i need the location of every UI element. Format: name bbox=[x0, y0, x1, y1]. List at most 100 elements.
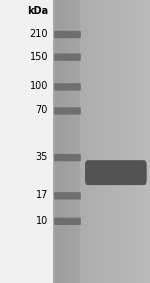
FancyBboxPatch shape bbox=[54, 83, 81, 91]
Bar bbox=[75, 0, 76, 283]
Bar bbox=[130, 0, 131, 283]
Bar bbox=[75, 0, 76, 283]
Bar bbox=[138, 0, 139, 283]
Bar bbox=[142, 0, 143, 283]
Text: 35: 35 bbox=[36, 152, 48, 162]
Bar bbox=[87, 0, 88, 283]
Bar bbox=[72, 0, 73, 283]
Text: 17: 17 bbox=[36, 190, 48, 200]
Bar bbox=[102, 0, 103, 283]
Bar bbox=[61, 0, 62, 283]
Bar bbox=[137, 0, 138, 283]
Bar bbox=[55, 0, 56, 283]
Bar bbox=[123, 0, 124, 283]
Bar bbox=[104, 0, 105, 283]
Bar bbox=[65, 0, 66, 283]
Bar bbox=[68, 0, 69, 283]
Bar bbox=[143, 0, 144, 283]
Text: kDa: kDa bbox=[27, 6, 48, 16]
Bar bbox=[79, 0, 80, 283]
Bar bbox=[88, 0, 89, 283]
Bar bbox=[148, 0, 149, 283]
Bar bbox=[74, 0, 75, 283]
Bar bbox=[61, 0, 62, 283]
Bar bbox=[98, 0, 99, 283]
Bar bbox=[128, 0, 129, 283]
Bar bbox=[80, 0, 81, 283]
Bar bbox=[141, 0, 142, 283]
Bar bbox=[85, 0, 86, 283]
Bar bbox=[131, 0, 132, 283]
Bar bbox=[64, 0, 65, 283]
Bar bbox=[62, 0, 63, 283]
Bar bbox=[90, 0, 91, 283]
Bar bbox=[69, 0, 70, 283]
Bar bbox=[126, 0, 127, 283]
Bar bbox=[105, 0, 106, 283]
Bar bbox=[111, 0, 112, 283]
Bar bbox=[79, 0, 80, 283]
Bar bbox=[63, 0, 64, 283]
Bar bbox=[96, 0, 97, 283]
Bar bbox=[56, 0, 57, 283]
Bar bbox=[101, 0, 102, 283]
Bar bbox=[144, 0, 145, 283]
Bar bbox=[133, 0, 134, 283]
Bar bbox=[103, 0, 104, 283]
Bar bbox=[62, 0, 63, 283]
Text: 210: 210 bbox=[30, 29, 48, 39]
Bar bbox=[69, 0, 70, 283]
Bar bbox=[64, 0, 65, 283]
Bar bbox=[112, 0, 113, 283]
Bar bbox=[89, 0, 90, 283]
Bar bbox=[136, 0, 137, 283]
FancyBboxPatch shape bbox=[54, 53, 81, 61]
Bar bbox=[115, 0, 116, 283]
Bar bbox=[74, 0, 75, 283]
Text: 10: 10 bbox=[36, 216, 48, 226]
Bar bbox=[66, 0, 67, 283]
Bar bbox=[94, 0, 95, 283]
FancyBboxPatch shape bbox=[85, 160, 147, 185]
Bar bbox=[136, 0, 137, 283]
Bar bbox=[121, 0, 122, 283]
Bar bbox=[135, 0, 136, 283]
Bar bbox=[146, 0, 147, 283]
Bar bbox=[65, 0, 66, 283]
Bar bbox=[59, 0, 60, 283]
Bar bbox=[145, 0, 146, 283]
Bar bbox=[109, 0, 110, 283]
Bar bbox=[78, 0, 79, 283]
Bar bbox=[53, 0, 54, 283]
Bar bbox=[149, 0, 150, 283]
Bar bbox=[72, 0, 73, 283]
Bar bbox=[86, 0, 87, 283]
Bar bbox=[60, 0, 61, 283]
Bar bbox=[125, 0, 126, 283]
Text: 100: 100 bbox=[30, 81, 48, 91]
Bar bbox=[140, 0, 141, 283]
Bar bbox=[60, 0, 61, 283]
Bar bbox=[57, 0, 58, 283]
Bar bbox=[76, 0, 77, 283]
Bar bbox=[83, 0, 84, 283]
Bar bbox=[124, 0, 125, 283]
FancyBboxPatch shape bbox=[54, 107, 81, 115]
Bar bbox=[73, 0, 74, 283]
FancyBboxPatch shape bbox=[54, 154, 81, 161]
Bar bbox=[132, 0, 133, 283]
Bar bbox=[73, 0, 74, 283]
Bar bbox=[97, 0, 98, 283]
Bar bbox=[71, 0, 72, 283]
Bar bbox=[58, 0, 59, 283]
Bar bbox=[114, 0, 115, 283]
Bar bbox=[108, 0, 109, 283]
Text: 70: 70 bbox=[36, 105, 48, 115]
Bar bbox=[110, 0, 111, 283]
Bar bbox=[99, 0, 100, 283]
Bar bbox=[57, 0, 58, 283]
FancyBboxPatch shape bbox=[54, 218, 81, 225]
Bar bbox=[70, 0, 71, 283]
Bar bbox=[129, 0, 130, 283]
Bar bbox=[71, 0, 72, 283]
